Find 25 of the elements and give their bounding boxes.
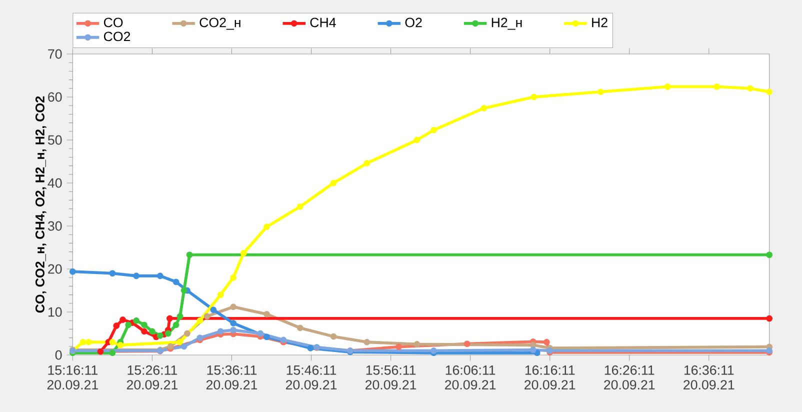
y-tick-label: 10: [48, 307, 62, 317]
x-tick-label: 16:36:11 20.09.21: [684, 365, 734, 390]
legend-label: CO: [104, 18, 123, 28]
y-tick-label: 30: [48, 221, 62, 231]
legend-label: O2: [405, 18, 422, 28]
legend-label: H2: [592, 18, 608, 28]
legend-label: H2_н: [492, 18, 522, 30]
x-tick-label: 15:16:11 20.09.21: [47, 365, 98, 390]
legend-label: CO2: [104, 32, 130, 42]
x-tick-label: 16:26:11 20.09.21: [604, 365, 655, 390]
x-tick-label: 15:26:11 20.09.21: [126, 365, 178, 390]
legend-label: CO2_н: [200, 18, 240, 30]
x-tick-label: 15:36:11 20.09.21: [206, 365, 258, 390]
y-tick-label: 50: [48, 135, 62, 145]
legend-label: CH4: [310, 18, 336, 28]
y-tick-label: 0: [55, 350, 62, 360]
x-tick-label: 15:56:11 20.09.21: [366, 365, 416, 390]
x-tick-label: 15:46:11 20.09.21: [286, 365, 337, 390]
y-tick-label: 40: [48, 178, 62, 188]
y-tick-label: 70: [48, 49, 62, 59]
y-tick-label: 60: [48, 92, 62, 102]
y-tick-label: 20: [48, 264, 62, 274]
x-tick-label: 16:06:11 20.09.21: [445, 365, 496, 390]
y-axis-title: CO, CO2_н, CH4, O2, H2_н, H2, CO2: [35, 96, 46, 313]
x-tick-label: 16:16:11 20.09.21: [524, 365, 576, 390]
